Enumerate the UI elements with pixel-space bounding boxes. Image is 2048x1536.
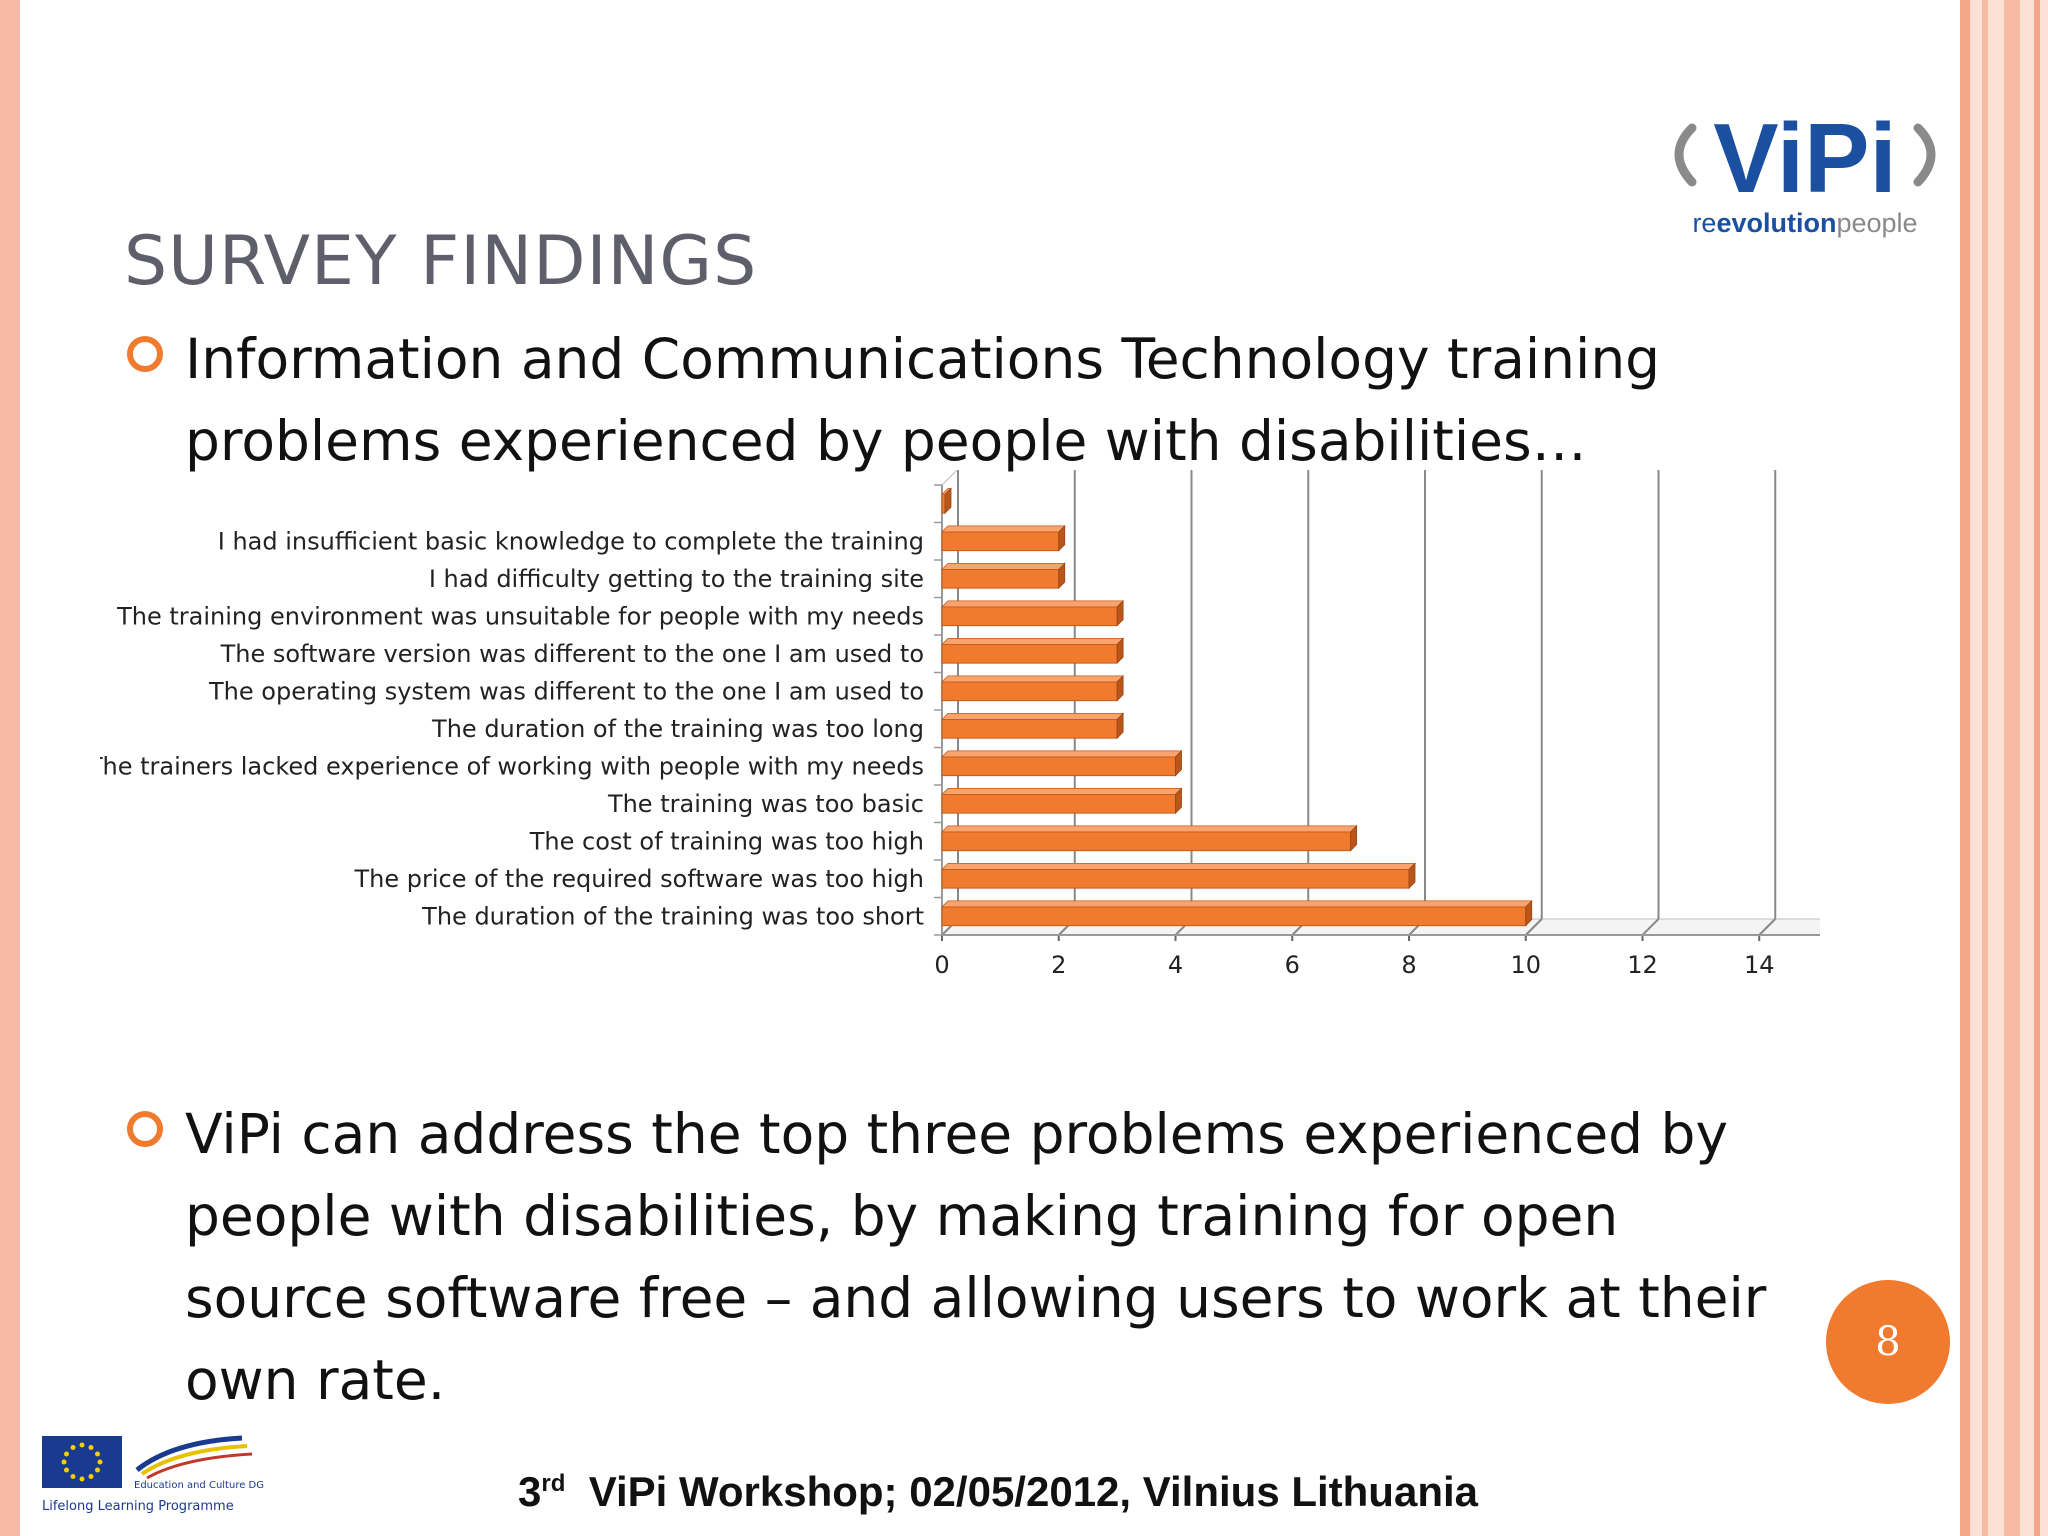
category-label: I had insufficient basic knowledge to co… bbox=[218, 527, 924, 555]
vipi-logo-tagline: reevolutionpeople bbox=[1692, 208, 1917, 238]
x-tick-label: 0 bbox=[934, 951, 949, 979]
category-label: The operating system was different to th… bbox=[208, 677, 924, 705]
eu-logo-dg-text: Education and Culture DG bbox=[134, 1480, 264, 1491]
category-label: I had difficulty getting to the training… bbox=[429, 565, 924, 593]
bar bbox=[941, 712, 1125, 740]
right-border-strip bbox=[1960, 0, 2048, 1536]
bullet-1-line-1: Information and Communications Technolog… bbox=[185, 327, 1661, 391]
category-label: The cost of training was too high bbox=[529, 827, 924, 855]
bullet-2-line-2: people with disabilities, by making trai… bbox=[185, 1184, 1619, 1248]
bar bbox=[941, 637, 1125, 665]
bar bbox=[941, 524, 1066, 552]
gridline-floor bbox=[1525, 918, 1543, 936]
category-label: The trainers lacked experience of workin… bbox=[100, 752, 924, 780]
x-tick-label: 6 bbox=[1285, 951, 1300, 979]
gridline-floor bbox=[1758, 918, 1776, 936]
footer-workshop-caption: 3rd ViPi Workshop; 02/05/2012, Vilnius L… bbox=[518, 1468, 1479, 1515]
bar-chart: 0246810121416I had insufficient basic kn… bbox=[100, 470, 1820, 979]
bar bbox=[941, 599, 1125, 627]
left-border-strip bbox=[0, 0, 20, 1536]
bullet-2-line-1: ViPi can address the top three problems … bbox=[185, 1102, 1729, 1166]
y-axis-top-edge bbox=[941, 470, 958, 486]
bullet-ring-icon bbox=[127, 1111, 163, 1147]
category-label: The duration of the training was too lon… bbox=[431, 715, 924, 743]
page-number-badge: 8 bbox=[1826, 1280, 1950, 1404]
slide-title: SURVEY FINDINGS bbox=[124, 222, 758, 301]
bar bbox=[941, 674, 1125, 702]
x-tick-label: 14 bbox=[1744, 951, 1775, 979]
bar bbox=[941, 487, 952, 515]
gridline-floor bbox=[1641, 918, 1660, 936]
category-label: The duration of the training was too sho… bbox=[421, 902, 924, 930]
category-label: The software version was different to th… bbox=[220, 640, 924, 668]
bullet-1-line-2: problems experienced by people with disa… bbox=[185, 409, 1587, 473]
bullet-2-line-4: own rate. bbox=[185, 1348, 446, 1412]
eu-logo-programme-text: Lifelong Learning Programme bbox=[42, 1499, 234, 1514]
vipi-logo-mark: ViPi bbox=[1713, 110, 1896, 213]
category-label: The training was too basic bbox=[607, 790, 924, 818]
bar bbox=[941, 749, 1183, 777]
category-label: The price of the required software was t… bbox=[354, 865, 924, 893]
x-tick-label: 12 bbox=[1627, 951, 1658, 979]
category-label: The training environment was unsuitable … bbox=[116, 602, 924, 630]
x-tick-label: 4 bbox=[1168, 951, 1183, 979]
bullet-ring-icon bbox=[127, 336, 163, 372]
bar bbox=[941, 862, 1416, 890]
bullet-2-line-3: source software free – and allowing user… bbox=[185, 1266, 1767, 1330]
bar bbox=[941, 562, 1066, 590]
vipi-logo: ViPi reevolutionpeople bbox=[1674, 110, 1936, 238]
eu-lifelong-learning-logo: Education and Culture DG Lifelong Learni… bbox=[42, 1435, 264, 1514]
bar bbox=[941, 787, 1183, 815]
x-tick-label: 2 bbox=[1051, 951, 1066, 979]
x-tick-label: 10 bbox=[1510, 951, 1541, 979]
bar bbox=[941, 899, 1533, 927]
bar bbox=[941, 824, 1358, 852]
x-tick-label: 8 bbox=[1401, 951, 1416, 979]
